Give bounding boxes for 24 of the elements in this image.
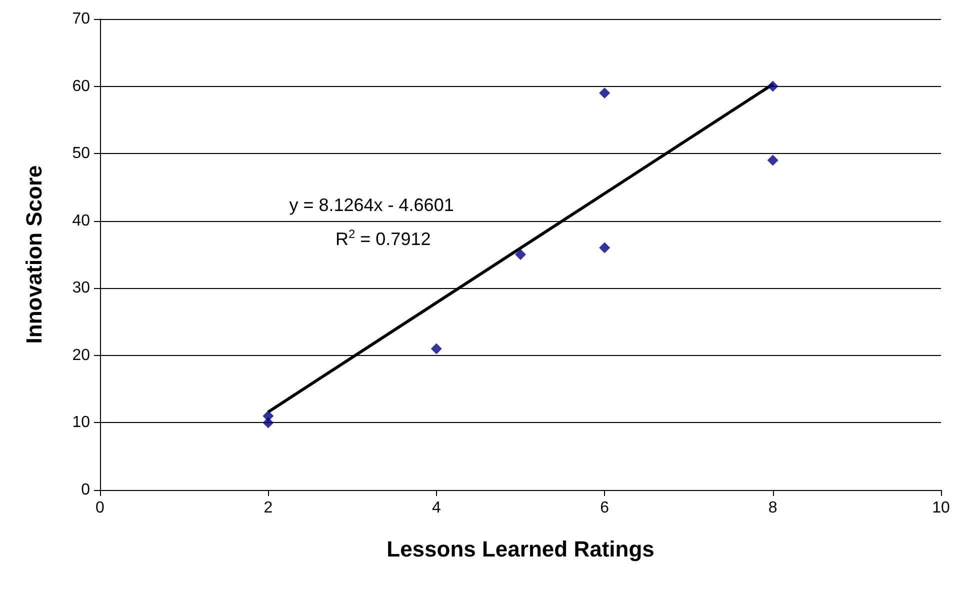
point: [599, 88, 610, 99]
y-tick-label: 10: [72, 414, 90, 432]
y-tick-label: 70: [72, 10, 90, 28]
point: [767, 154, 778, 166]
x-tick-label: 0: [96, 500, 105, 516]
annotation: y = 8.1264x - 4.6601: [289, 195, 454, 215]
y-tick-label: 60: [72, 78, 90, 95]
y-axis-title: Innovation Score: [22, 165, 46, 344]
y-tick-label: 20: [72, 346, 90, 364]
point: [515, 249, 526, 260]
y-tick-label: 50: [72, 145, 90, 162]
y-tick-label: 30: [72, 280, 90, 297]
x-tick-label: 4: [432, 500, 441, 516]
point: [767, 80, 778, 92]
y-tick-label: 0: [81, 482, 90, 498]
point: [430, 343, 442, 354]
x-axis-title: Lessons Learned Ratings: [386, 536, 654, 562]
x-tick-label: 8: [768, 500, 778, 516]
y-tick-label: 40: [72, 212, 90, 230]
x-tick-label: 6: [600, 500, 610, 516]
x-tick-label: 2: [264, 500, 273, 516]
point: [262, 417, 274, 428]
x-tick-label: 10: [932, 500, 950, 516]
point: [599, 242, 610, 254]
